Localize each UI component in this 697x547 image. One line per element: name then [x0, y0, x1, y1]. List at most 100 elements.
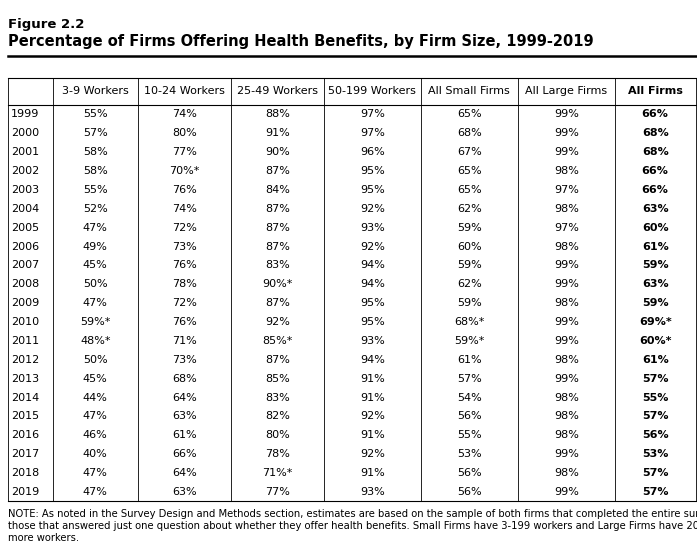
Text: 65%: 65%: [457, 185, 482, 195]
Text: 97%: 97%: [360, 129, 385, 138]
Text: 50%: 50%: [83, 280, 107, 289]
Text: 60%: 60%: [457, 242, 482, 252]
Text: 98%: 98%: [554, 393, 579, 403]
Text: 99%: 99%: [554, 109, 579, 119]
Text: 66%: 66%: [642, 185, 668, 195]
Text: 10-24 Workers: 10-24 Workers: [144, 86, 224, 96]
Text: 58%: 58%: [83, 147, 107, 157]
Text: 59%: 59%: [642, 260, 668, 270]
Text: 47%: 47%: [83, 223, 108, 232]
Text: 80%: 80%: [265, 430, 289, 440]
Text: 2014: 2014: [11, 393, 40, 403]
Text: 2007: 2007: [11, 260, 40, 270]
Text: 71%*: 71%*: [262, 468, 292, 478]
Text: 57%: 57%: [83, 129, 107, 138]
Text: 45%: 45%: [83, 260, 107, 270]
Text: 85%: 85%: [265, 374, 289, 383]
Text: 98%: 98%: [554, 166, 579, 176]
Text: 94%: 94%: [360, 260, 385, 270]
Text: 45%: 45%: [83, 374, 107, 383]
Text: 84%: 84%: [265, 185, 290, 195]
Text: 99%: 99%: [554, 317, 579, 327]
Text: 2017: 2017: [11, 449, 40, 459]
Text: All Firms: All Firms: [628, 86, 682, 96]
Text: 91%: 91%: [360, 468, 385, 478]
Text: 92%: 92%: [360, 411, 385, 421]
Text: 92%: 92%: [265, 317, 290, 327]
Text: 91%: 91%: [360, 374, 385, 383]
Text: 95%: 95%: [360, 185, 385, 195]
Text: 63%: 63%: [172, 487, 197, 497]
Text: 62%: 62%: [457, 280, 482, 289]
Text: 65%: 65%: [457, 109, 482, 119]
Text: 2015: 2015: [11, 411, 39, 421]
Text: 2011: 2011: [11, 336, 39, 346]
Text: 56%: 56%: [457, 468, 482, 478]
Text: 50-199 Workers: 50-199 Workers: [328, 86, 416, 96]
Text: 61%: 61%: [172, 430, 197, 440]
Text: 63%: 63%: [642, 204, 668, 214]
Text: 91%: 91%: [265, 129, 289, 138]
Text: 47%: 47%: [83, 468, 108, 478]
Text: 59%*: 59%*: [80, 317, 110, 327]
Text: 68%*: 68%*: [454, 317, 484, 327]
Text: 48%*: 48%*: [80, 336, 111, 346]
Text: 66%: 66%: [642, 109, 668, 119]
Text: 77%: 77%: [171, 147, 197, 157]
Text: 90%: 90%: [265, 147, 289, 157]
Text: 60%*: 60%*: [639, 336, 671, 346]
Text: 73%: 73%: [172, 355, 197, 365]
Text: 72%: 72%: [171, 223, 197, 232]
Text: 95%: 95%: [360, 298, 385, 308]
Text: 83%: 83%: [265, 393, 289, 403]
Text: 55%: 55%: [642, 393, 668, 403]
Text: 2008: 2008: [11, 280, 40, 289]
Text: 71%: 71%: [172, 336, 197, 346]
Text: 78%: 78%: [171, 280, 197, 289]
Text: 93%: 93%: [360, 487, 385, 497]
Text: 98%: 98%: [554, 242, 579, 252]
Text: 72%: 72%: [171, 298, 197, 308]
Text: 57%: 57%: [642, 374, 668, 383]
Text: 64%: 64%: [172, 468, 197, 478]
Text: 99%: 99%: [554, 336, 579, 346]
Text: 87%: 87%: [265, 355, 290, 365]
Text: 97%: 97%: [360, 109, 385, 119]
Text: 2003: 2003: [11, 185, 39, 195]
Text: 85%*: 85%*: [262, 336, 292, 346]
Text: 54%: 54%: [457, 393, 482, 403]
Text: NOTE: As noted in the Survey Design and Methods section, estimates are based on : NOTE: As noted in the Survey Design and …: [8, 509, 697, 519]
Text: 53%: 53%: [457, 449, 482, 459]
Text: 98%: 98%: [554, 411, 579, 421]
Text: 87%: 87%: [265, 298, 290, 308]
Text: 59%*: 59%*: [454, 336, 484, 346]
Text: 69%*: 69%*: [639, 317, 671, 327]
Text: 90%*: 90%*: [262, 280, 292, 289]
Text: 2009: 2009: [11, 298, 40, 308]
Text: 2010: 2010: [11, 317, 39, 327]
Text: 82%: 82%: [265, 411, 290, 421]
Text: Percentage of Firms Offering Health Benefits, by Firm Size, 1999-2019: Percentage of Firms Offering Health Bene…: [8, 34, 594, 49]
Text: 59%: 59%: [642, 298, 668, 308]
Text: 93%: 93%: [360, 223, 385, 232]
Text: 49%: 49%: [83, 242, 108, 252]
Text: 2005: 2005: [11, 223, 39, 232]
Text: 2012: 2012: [11, 355, 40, 365]
Text: 80%: 80%: [172, 129, 197, 138]
Text: 47%: 47%: [83, 298, 108, 308]
Text: 76%: 76%: [172, 317, 197, 327]
Text: 3-9 Workers: 3-9 Workers: [62, 86, 129, 96]
Text: 87%: 87%: [265, 242, 290, 252]
Text: 68%: 68%: [457, 129, 482, 138]
Text: 59%: 59%: [457, 223, 482, 232]
Text: 93%: 93%: [360, 336, 385, 346]
Text: 63%: 63%: [172, 411, 197, 421]
Text: 99%: 99%: [554, 449, 579, 459]
Text: 50%: 50%: [83, 355, 107, 365]
Text: Figure 2.2: Figure 2.2: [8, 18, 85, 31]
Text: 57%: 57%: [457, 374, 482, 383]
Text: 67%: 67%: [457, 147, 482, 157]
Text: 2001: 2001: [11, 147, 39, 157]
Text: All Large Firms: All Large Firms: [525, 86, 607, 96]
Text: 44%: 44%: [83, 393, 108, 403]
